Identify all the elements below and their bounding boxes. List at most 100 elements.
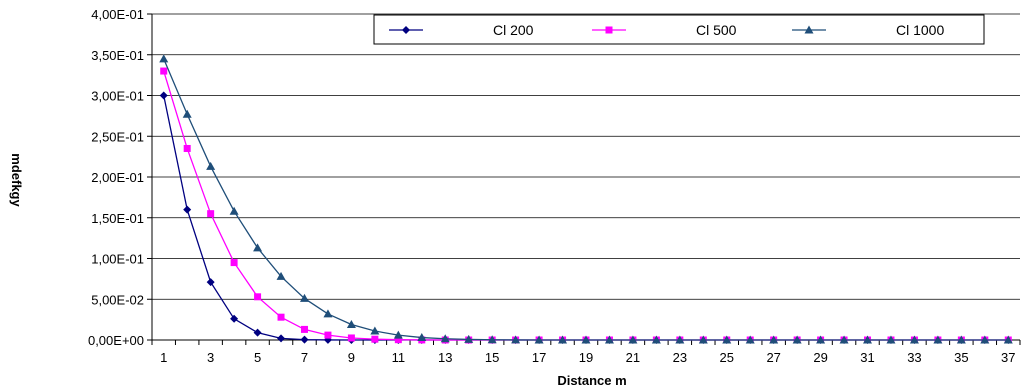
data-point [299, 293, 309, 302]
data-point [980, 335, 990, 344]
data-point [464, 334, 474, 343]
data-point [487, 335, 497, 344]
y-tick-label: 2,00E-01 [91, 170, 144, 185]
data-point [511, 335, 521, 344]
y-axis-title: mdefkgy [9, 153, 24, 207]
x-axis-title: Distance m [557, 373, 626, 388]
data-point [675, 335, 685, 344]
series-2 [160, 67, 1012, 344]
data-point [417, 333, 427, 342]
data-point [886, 335, 896, 344]
data-point [839, 335, 849, 344]
legend: Cl 200 Cl 500 Cl 1000 [373, 14, 985, 45]
data-point [370, 326, 380, 335]
x-tick-label: 15 [485, 350, 499, 365]
data-point [956, 335, 966, 344]
x-tick-label: 1 [160, 350, 167, 365]
x-tick-label: 33 [907, 350, 921, 365]
y-tick-label: 3,50E-01 [91, 48, 144, 63]
data-point [253, 243, 263, 252]
data-point [745, 335, 755, 344]
series-layer [159, 54, 1013, 344]
data-point [346, 320, 356, 329]
data-point [698, 335, 708, 344]
data-point [909, 335, 919, 344]
x-tick-label: 13 [438, 350, 452, 365]
series-line [163, 70, 1009, 341]
data-point [394, 336, 402, 344]
grid-lines [152, 13, 1020, 300]
x-tick-label: 17 [532, 350, 546, 365]
data-point [183, 205, 192, 214]
x-tick-label: 27 [766, 350, 780, 365]
series-line [163, 58, 1009, 341]
data-point [206, 161, 216, 170]
data-point [769, 335, 779, 344]
x-tick-label: 5 [254, 350, 261, 365]
data-point [816, 335, 826, 344]
data-point [604, 335, 614, 344]
legend-item: Cl 1000 [792, 22, 944, 38]
data-point [277, 313, 285, 321]
series-3 [159, 54, 1013, 344]
data-point [300, 325, 308, 333]
x-tick-label: 35 [954, 350, 968, 365]
data-point [651, 335, 661, 344]
data-point [230, 259, 238, 267]
data-point [206, 278, 215, 287]
data-point [277, 334, 286, 343]
legend-box [373, 14, 985, 45]
x-tick-label: 31 [860, 350, 874, 365]
data-point [276, 271, 286, 280]
x-tick-label: 21 [626, 350, 640, 365]
x-tick-label: 25 [720, 350, 734, 365]
data-point [230, 314, 239, 323]
data-point [253, 328, 262, 337]
y-tick-label: 4,00E-01 [91, 7, 144, 22]
legend-marker [605, 26, 613, 34]
y-tick-label: 2,50E-01 [91, 129, 144, 144]
data-point [207, 210, 215, 218]
data-point [393, 330, 403, 339]
y-tick-label: 0,00E+00 [88, 333, 144, 348]
x-tick-label: 29 [813, 350, 827, 365]
y-tick-label: 3,00E-01 [91, 89, 144, 104]
y-tick-label: 1,50E-01 [91, 211, 144, 226]
data-point [863, 335, 873, 344]
data-point [323, 309, 333, 318]
x-tick-label: 37 [1001, 350, 1015, 365]
legend-item: Cl 200 [389, 22, 534, 38]
x-tick-label: 19 [579, 350, 593, 365]
data-point [300, 335, 309, 344]
data-point [558, 335, 568, 344]
data-point [534, 335, 544, 344]
data-point [183, 144, 191, 152]
data-point [159, 54, 169, 63]
y-tick-label: 5,00E-02 [91, 292, 144, 307]
legend-marker [804, 25, 814, 34]
data-point [628, 335, 638, 344]
data-point [1003, 335, 1013, 344]
data-point [792, 335, 802, 344]
data-point [182, 109, 192, 118]
data-point [581, 335, 591, 344]
data-point [160, 67, 168, 75]
x-tick-label: 7 [301, 350, 308, 365]
data-point [371, 335, 379, 343]
y-axis-ticks: 0,00E+00 5,00E-02 1,00E-01 1,50E-01 2,00E-01… [88, 7, 152, 348]
data-point [159, 91, 168, 100]
data-point [254, 293, 262, 301]
legend-label: Cl 200 [493, 22, 534, 38]
data-point [347, 334, 355, 342]
legend-label: Cl 500 [696, 22, 737, 38]
data-point [722, 335, 732, 344]
data-point [229, 206, 239, 215]
y-tick-label: 1,00E-01 [91, 252, 144, 267]
x-tick-label: 9 [348, 350, 355, 365]
legend-label: Cl 1000 [896, 22, 944, 38]
data-point [933, 335, 943, 344]
x-tick-label: 23 [673, 350, 687, 365]
x-tick-label: 11 [392, 350, 406, 365]
data-point [324, 331, 332, 339]
